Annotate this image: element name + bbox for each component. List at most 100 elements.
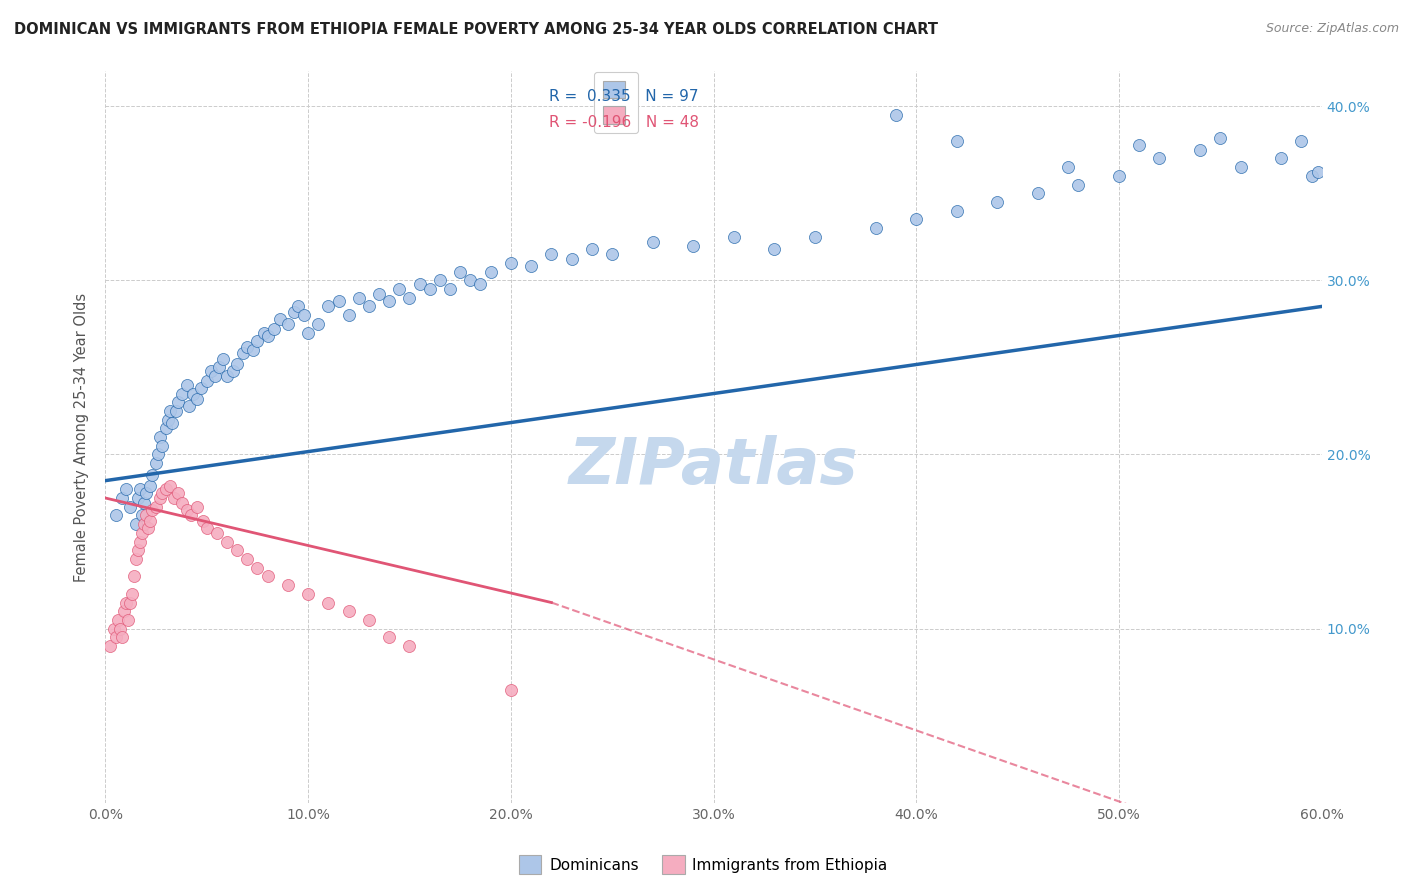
Point bbox=[145, 456, 167, 470]
Point bbox=[429, 273, 451, 287]
Point bbox=[125, 517, 148, 532]
Point bbox=[337, 604, 360, 618]
Point bbox=[283, 304, 305, 318]
Point bbox=[1209, 130, 1232, 145]
Point bbox=[277, 317, 299, 331]
Point bbox=[449, 265, 471, 279]
Point bbox=[157, 412, 180, 426]
Point bbox=[682, 238, 704, 252]
Point bbox=[127, 491, 149, 505]
Point bbox=[246, 560, 269, 574]
Text: DOMINICAN VS IMMIGRANTS FROM ETHIOPIA FEMALE POVERTY AMONG 25-34 YEAR OLDS CORRE: DOMINICAN VS IMMIGRANTS FROM ETHIOPIA FE… bbox=[14, 22, 938, 37]
Point bbox=[1270, 152, 1292, 166]
Point bbox=[205, 525, 228, 540]
Point bbox=[318, 595, 340, 609]
Point bbox=[125, 552, 148, 566]
Point bbox=[129, 483, 152, 497]
Point bbox=[388, 282, 411, 296]
Point bbox=[177, 399, 200, 413]
Point bbox=[357, 300, 380, 314]
Point bbox=[884, 108, 907, 122]
Point bbox=[208, 360, 231, 375]
Point bbox=[1128, 137, 1150, 152]
Point bbox=[1108, 169, 1130, 183]
Point bbox=[242, 343, 264, 357]
Point bbox=[111, 631, 134, 645]
Point bbox=[458, 273, 481, 287]
Point bbox=[945, 203, 967, 218]
Point bbox=[149, 491, 172, 505]
Point bbox=[132, 496, 155, 510]
Point bbox=[398, 291, 420, 305]
Point bbox=[723, 229, 745, 244]
Point bbox=[232, 346, 254, 360]
Point bbox=[172, 386, 194, 401]
Text: R =  0.335   N = 97: R = 0.335 N = 97 bbox=[550, 89, 699, 104]
Point bbox=[149, 430, 172, 444]
Point bbox=[139, 514, 162, 528]
Point bbox=[167, 485, 190, 500]
Point bbox=[191, 514, 214, 528]
Point bbox=[195, 375, 218, 389]
Point bbox=[499, 256, 522, 270]
Point bbox=[226, 543, 249, 558]
Point bbox=[181, 386, 204, 401]
Point bbox=[165, 404, 187, 418]
Point bbox=[297, 587, 319, 601]
Point bbox=[118, 595, 141, 609]
Point bbox=[121, 587, 143, 601]
Point bbox=[139, 479, 162, 493]
Point bbox=[204, 369, 226, 384]
Point bbox=[357, 613, 380, 627]
Point bbox=[945, 134, 967, 148]
Point bbox=[236, 552, 259, 566]
Point bbox=[136, 521, 159, 535]
Point bbox=[176, 377, 198, 392]
Point bbox=[159, 404, 181, 418]
Point bbox=[150, 485, 173, 500]
Point bbox=[1229, 160, 1251, 174]
Point bbox=[114, 483, 136, 497]
Point bbox=[1067, 178, 1090, 192]
Point bbox=[865, 221, 887, 235]
Point bbox=[104, 631, 127, 645]
Point bbox=[226, 357, 249, 371]
Point bbox=[318, 300, 340, 314]
Point bbox=[129, 534, 152, 549]
Legend: , : , bbox=[595, 71, 638, 133]
Point bbox=[212, 351, 235, 366]
Point bbox=[112, 604, 135, 618]
Point bbox=[141, 468, 163, 483]
Point bbox=[155, 483, 177, 497]
Point bbox=[162, 416, 184, 430]
Point bbox=[581, 242, 603, 256]
Point bbox=[347, 291, 370, 305]
Text: Source: ZipAtlas.com: Source: ZipAtlas.com bbox=[1265, 22, 1399, 36]
Point bbox=[122, 569, 145, 583]
Point bbox=[398, 639, 420, 653]
Point bbox=[1301, 169, 1323, 183]
Point bbox=[135, 508, 157, 523]
Point bbox=[540, 247, 562, 261]
Point bbox=[180, 508, 202, 523]
Point bbox=[117, 613, 139, 627]
Point bbox=[108, 622, 131, 636]
Point bbox=[159, 479, 181, 493]
Point bbox=[297, 326, 319, 340]
Point bbox=[600, 247, 623, 261]
Point bbox=[132, 517, 155, 532]
Point bbox=[236, 339, 259, 353]
Point bbox=[641, 235, 664, 249]
Point bbox=[763, 242, 786, 256]
Point bbox=[378, 631, 401, 645]
Point bbox=[263, 322, 285, 336]
Point bbox=[195, 521, 218, 535]
Point bbox=[172, 496, 194, 510]
Point bbox=[146, 448, 169, 462]
Point bbox=[1189, 143, 1212, 157]
Point bbox=[287, 300, 309, 314]
Point bbox=[252, 326, 274, 340]
Point bbox=[439, 282, 461, 296]
Point bbox=[419, 282, 441, 296]
Point bbox=[176, 503, 198, 517]
